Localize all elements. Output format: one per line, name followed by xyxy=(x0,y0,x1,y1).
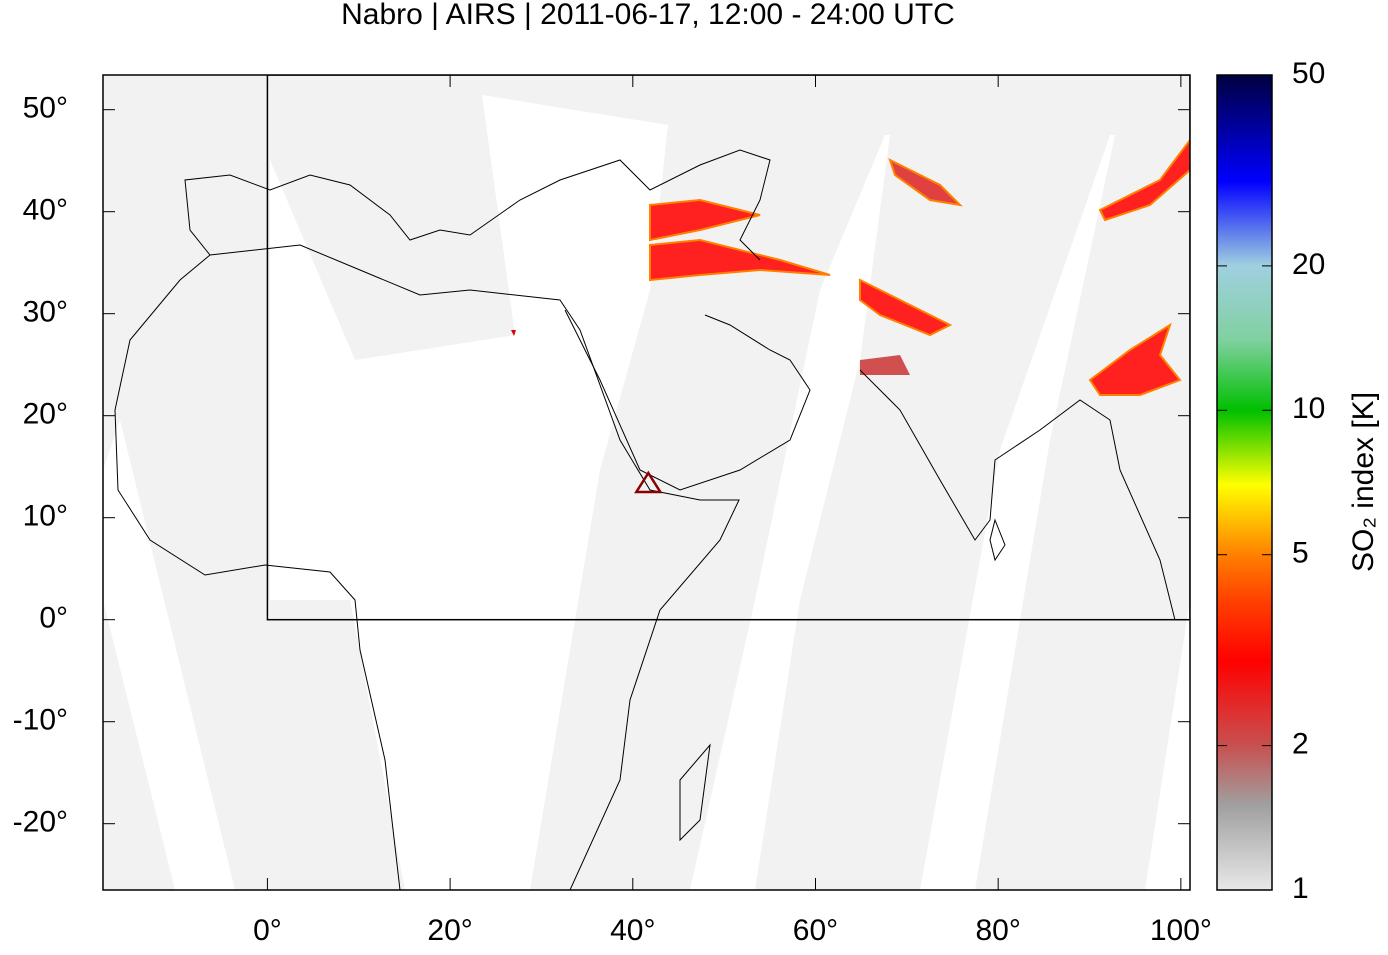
y-tick-label: 30° xyxy=(23,296,68,329)
x-tick-label: 80° xyxy=(975,914,1020,947)
colorbar-label: SO₂ index [K] xyxy=(1347,392,1380,572)
map-area xyxy=(103,75,1190,890)
y-tick-label: 40° xyxy=(23,194,68,227)
so2-plumes xyxy=(511,138,1190,396)
region-box xyxy=(266,75,1190,621)
x-tick-label: 100° xyxy=(1150,914,1212,947)
colorbar-tick-label: 50 xyxy=(1292,57,1325,90)
x-tick-label: 20° xyxy=(427,914,472,947)
colorbar-tick-label: 10 xyxy=(1292,392,1325,425)
y-tick-label: -10° xyxy=(13,704,68,737)
y-tick-label: 50° xyxy=(23,92,68,125)
volcano-marker xyxy=(634,470,663,494)
colorbar-tick-label: 1 xyxy=(1292,872,1309,905)
colorbar xyxy=(1216,74,1273,891)
plot-frame xyxy=(102,74,1191,891)
title: Nabro | AIRS | 2011-06-17, 12:00 - 24:00… xyxy=(341,0,955,31)
y-tick-label: -20° xyxy=(13,806,68,839)
x-tick-label: 40° xyxy=(610,914,655,947)
y-tick-label: 0° xyxy=(39,602,68,635)
colorbar-tick-label: 5 xyxy=(1292,537,1309,570)
colorbar-tick-label: 20 xyxy=(1292,248,1325,281)
y-tick-label: 20° xyxy=(23,398,68,431)
y-tick-label: 10° xyxy=(23,500,68,533)
x-tick-label: 60° xyxy=(793,914,838,947)
x-tick-label: 0° xyxy=(253,914,282,947)
coastlines xyxy=(114,149,1176,890)
colorbar-tick-label: 2 xyxy=(1292,728,1309,761)
